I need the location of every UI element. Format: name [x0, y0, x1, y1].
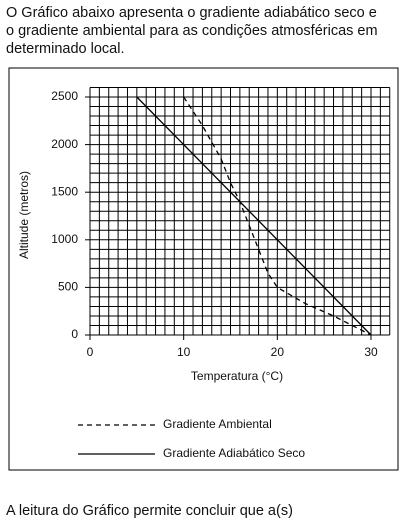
- legend-label: Gradiente Adiabático Seco: [163, 446, 305, 460]
- y-tick-label: 500: [58, 280, 78, 294]
- y-tick-label: 0: [71, 327, 78, 341]
- frame: [8, 67, 399, 471]
- intro-line: o gradiente ambiental para as condições …: [6, 23, 378, 39]
- x-tick-label: 30: [364, 345, 378, 359]
- legend-label: Gradiente Ambiental: [163, 417, 272, 431]
- y-tick-label: 1000: [51, 232, 78, 246]
- x-axis-label: Temperatura (°C): [191, 369, 283, 383]
- x-tick-label: 10: [177, 345, 191, 359]
- x-tick-label: 0: [87, 345, 94, 359]
- x-tick-label: 20: [271, 345, 285, 359]
- outro: A leitura do Gráfico permite concluir qu…: [6, 503, 293, 519]
- intro-line: determinado local.: [6, 41, 125, 57]
- chart: Temperatura (°C) Altitude (metros) 0 10 20…: [8, 67, 399, 471]
- y-tick-label: 2000: [51, 137, 78, 151]
- series-line: [183, 96, 372, 336]
- intro: O Gráfico abaixo apresenta o gradiente a…: [6, 4, 378, 58]
- y-tick-label: 2500: [51, 89, 78, 103]
- y-axis-label: Altitude (metros): [17, 171, 31, 259]
- series-line: [136, 96, 372, 336]
- y-tick-label: 1500: [51, 184, 78, 198]
- intro-line: O Gráfico abaixo apresenta o gradiente a…: [6, 5, 377, 21]
